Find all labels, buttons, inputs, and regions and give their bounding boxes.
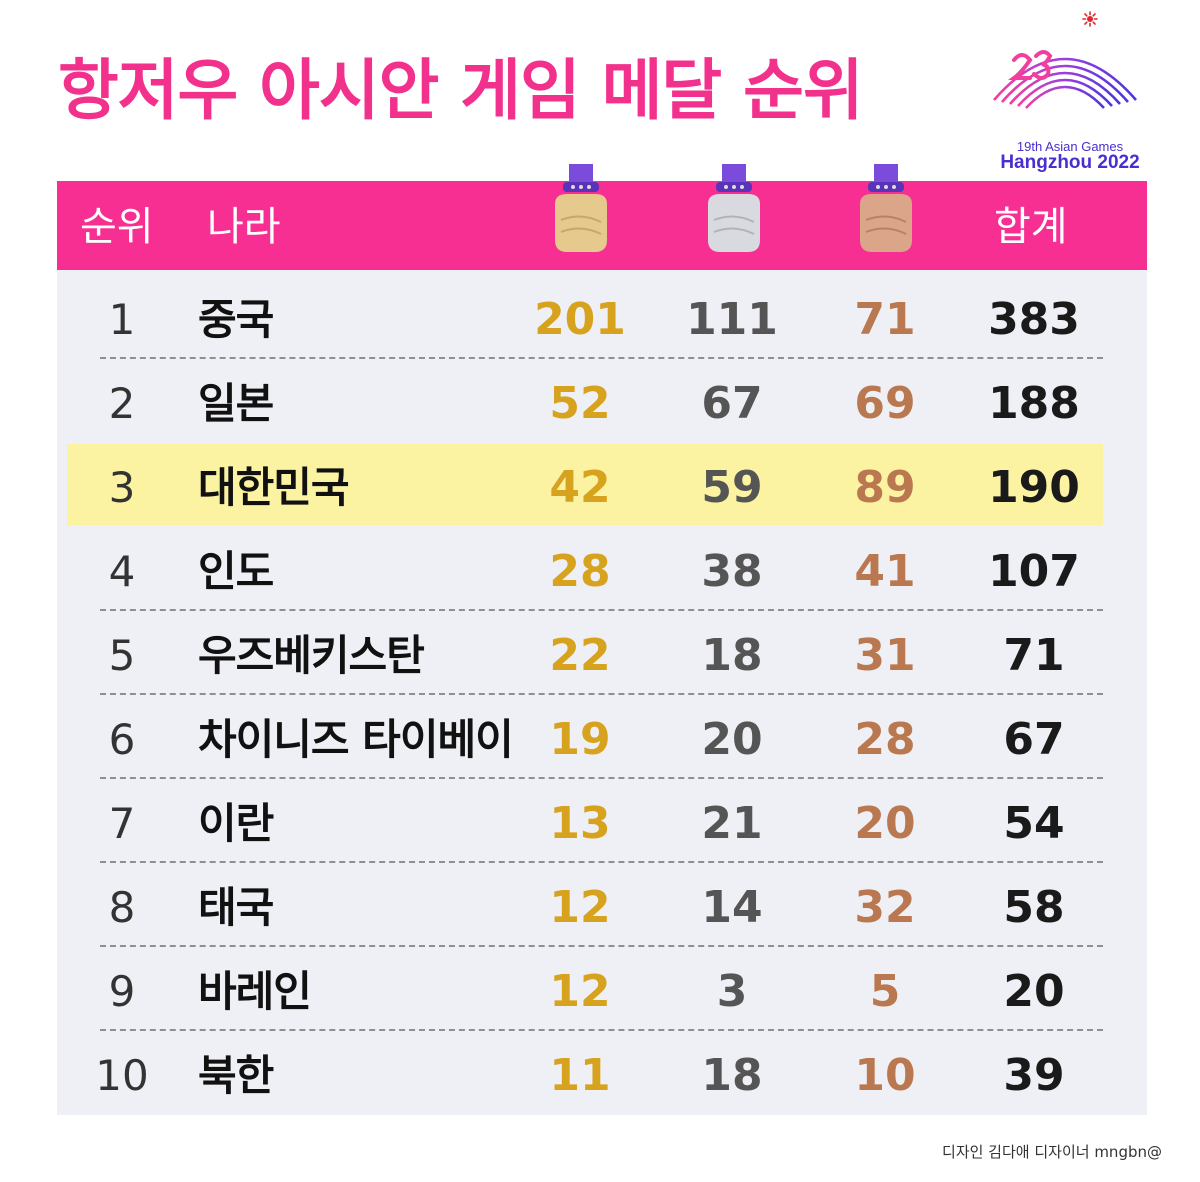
- silver-count: 21: [701, 798, 763, 849]
- rank-cell: 1: [108, 295, 136, 344]
- flower-icon: [1082, 11, 1098, 27]
- country-name: 우즈베키스탄: [198, 631, 425, 680]
- silver-count: 14: [701, 882, 763, 933]
- row-divider: [100, 357, 1103, 359]
- bronze-count: 89: [854, 462, 916, 513]
- logo-line1: 19th Asian Games: [1016, 139, 1124, 154]
- page-title: 항저우 아시안 게임 메달 순위: [58, 52, 864, 129]
- row-divider: [100, 945, 1103, 947]
- gold-count: 22: [549, 630, 611, 681]
- bronze-count: 5: [869, 966, 901, 1017]
- gold-count: 12: [549, 882, 611, 933]
- bronze-count: 32: [854, 882, 916, 933]
- row-divider: [100, 693, 1103, 695]
- silver-count: 67: [701, 378, 763, 429]
- rank-cell: 3: [108, 463, 136, 512]
- row-divider: [100, 1029, 1103, 1031]
- gold-count: 19: [549, 714, 611, 765]
- silver-count: 20: [701, 714, 763, 765]
- rank-cell: 6: [108, 715, 136, 764]
- silver-count: 3: [716, 966, 748, 1017]
- total-count: 190: [988, 462, 1080, 513]
- silver-count: 59: [701, 462, 763, 513]
- silver-medal-icon: [708, 164, 760, 252]
- total-count: 383: [988, 294, 1080, 345]
- gold-count: 42: [549, 462, 611, 513]
- country-name: 인도: [198, 547, 274, 596]
- rank-cell: 7: [108, 799, 136, 848]
- rank-cell: 5: [108, 631, 136, 680]
- country-name: 바레인: [198, 967, 312, 1016]
- gold-count: 12: [549, 966, 611, 1017]
- total-count: 188: [988, 378, 1080, 429]
- rank-cell: 2: [108, 379, 136, 428]
- silver-count: 38: [701, 546, 763, 597]
- country-name: 차이니즈 타이베이: [198, 715, 514, 764]
- design-credit: 디자인 김다애 디자이너 mngbn@: [942, 1143, 1162, 1161]
- country-name: 일본: [198, 379, 274, 428]
- country-name: 태국: [198, 883, 274, 932]
- total-count: 67: [1003, 714, 1065, 765]
- total-count: 58: [1003, 882, 1065, 933]
- silver-count: 18: [701, 630, 763, 681]
- country-name: 이란: [198, 799, 274, 848]
- gold-count: 28: [549, 546, 611, 597]
- row-divider: [100, 777, 1103, 779]
- medal-table: [57, 270, 1147, 1115]
- country-name: 북한: [198, 1051, 274, 1100]
- total-count: 54: [1003, 798, 1065, 849]
- total-count: 107: [988, 546, 1080, 597]
- logo-line2: Hangzhou 2022: [1000, 152, 1140, 173]
- total-count: 20: [1003, 966, 1065, 1017]
- gold-count: 11: [549, 1050, 611, 1101]
- rank-cell: 4: [108, 547, 136, 596]
- row-divider: [100, 609, 1103, 611]
- country-name: 대한민국: [198, 463, 350, 512]
- total-count: 71: [1003, 630, 1065, 681]
- highlight-row-korea: [67, 444, 1103, 525]
- bronze-count: 10: [854, 1050, 916, 1101]
- bronze-count: 41: [854, 546, 916, 597]
- rank-cell: 10: [95, 1051, 149, 1100]
- hangzhou-2022-logo-icon: [993, 50, 1137, 109]
- bronze-count: 20: [854, 798, 916, 849]
- rank-cell: 8: [108, 883, 136, 932]
- gold-count: 13: [549, 798, 611, 849]
- silver-count: 18: [701, 1050, 763, 1101]
- bronze-count: 28: [854, 714, 916, 765]
- row-divider: [100, 861, 1103, 863]
- total-count: 39: [1003, 1050, 1065, 1101]
- bronze-count: 71: [854, 294, 916, 345]
- silver-count: 111: [686, 294, 778, 345]
- header-country: 나라: [207, 204, 281, 250]
- country-name: 중국: [198, 295, 274, 344]
- rank-cell: 9: [108, 967, 136, 1016]
- bronze-medal-icon: [860, 164, 912, 252]
- gold-count: 201: [534, 294, 626, 345]
- gold-count: 52: [549, 378, 611, 429]
- header-total: 합계: [994, 204, 1068, 250]
- gold-medal-icon: [555, 164, 607, 252]
- bronze-count: 69: [854, 378, 916, 429]
- bronze-count: 31: [854, 630, 916, 681]
- header-rank: 순위: [80, 204, 154, 250]
